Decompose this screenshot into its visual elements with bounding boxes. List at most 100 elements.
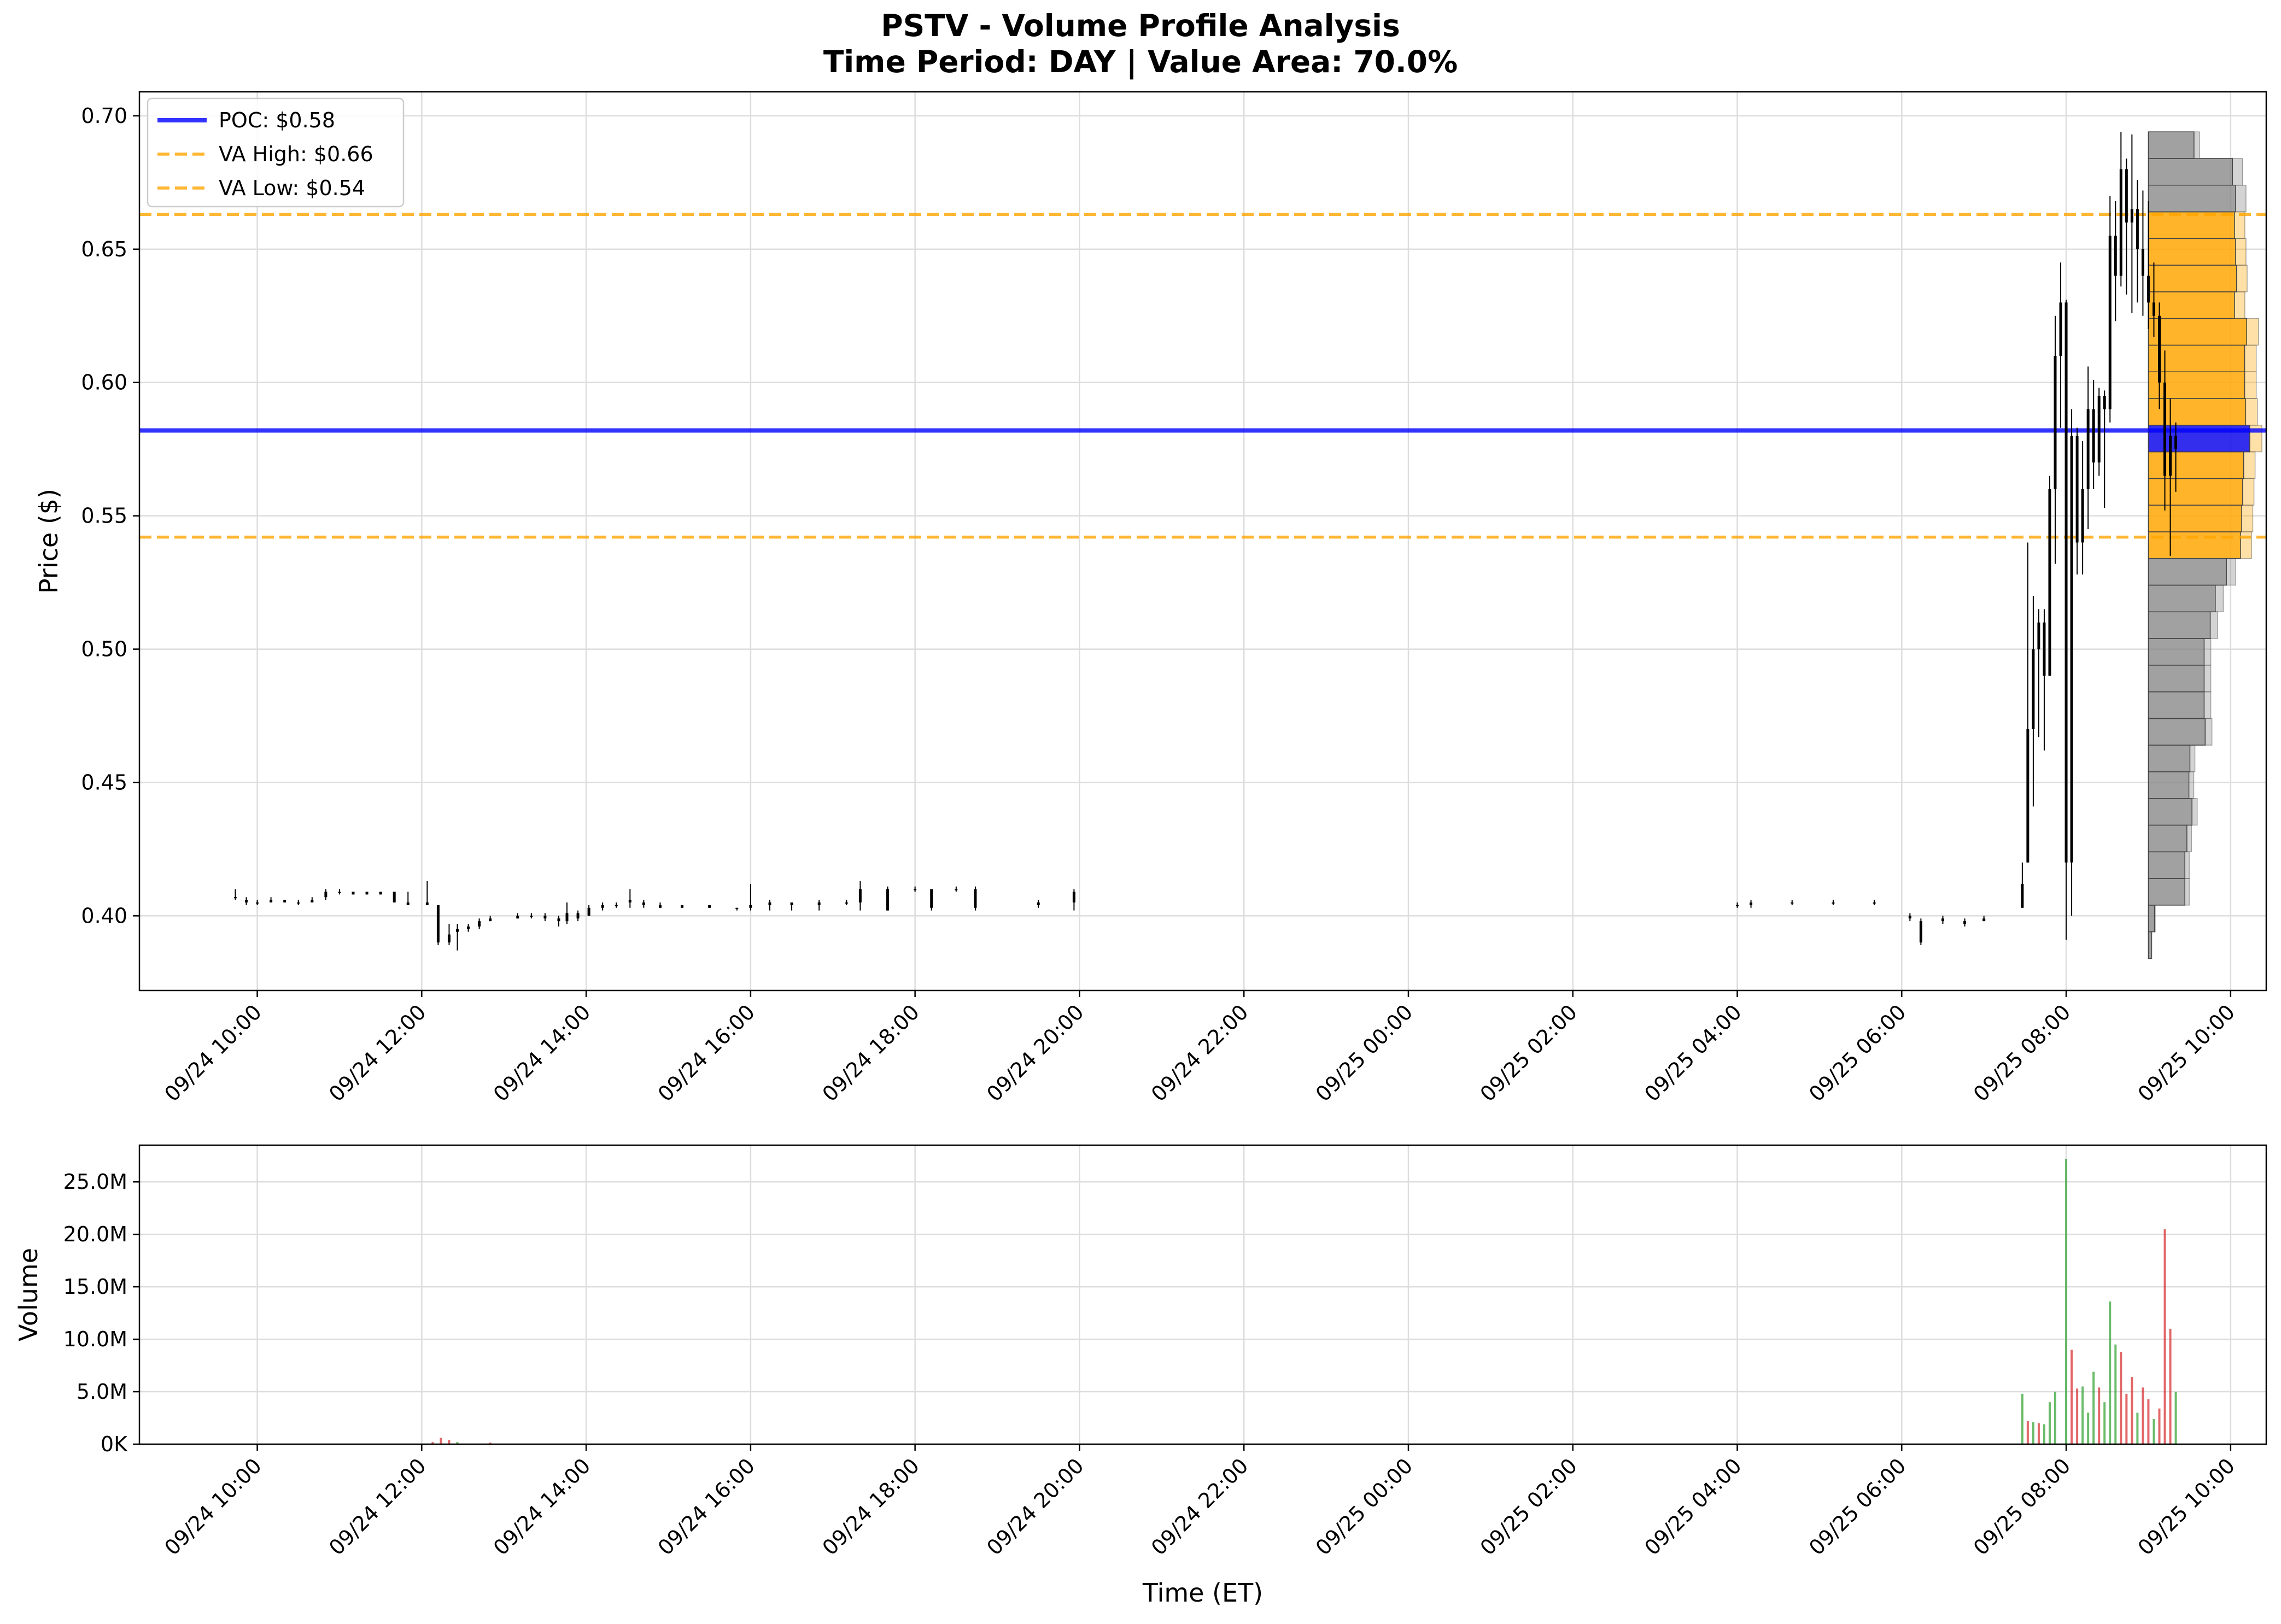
candle-body	[393, 892, 396, 903]
candle-body	[2163, 382, 2167, 476]
volume-bar	[2163, 1229, 2166, 1444]
candle-body	[587, 907, 590, 916]
volume-xtick-label: 09/24 12:00	[324, 1453, 431, 1560]
profile-bin-value_area	[2148, 398, 2247, 426]
volume-xtick-label: 09/24 18:00	[817, 1453, 924, 1560]
candle-body	[467, 926, 470, 929]
profile-bin-value_area	[2148, 371, 2245, 399]
price-xtick-label: 09/24 22:00	[1147, 1000, 1253, 1106]
volume-ytick-label: 0K	[101, 1432, 128, 1456]
candle-body	[2043, 622, 2046, 676]
price-ytick-label: 0.70	[81, 104, 127, 128]
volume-bar	[2081, 1386, 2084, 1444]
chart-title-line: PSTV - Volume Profile Analysis	[881, 8, 1400, 43]
volume-bar	[2114, 1344, 2117, 1444]
candle-body	[1873, 902, 1876, 904]
candle-body	[1919, 921, 1922, 943]
volume-ytick-label: 20.0M	[63, 1222, 127, 1246]
candle-body	[749, 905, 752, 908]
candle-body	[2059, 302, 2062, 356]
candle-body	[1736, 905, 1739, 906]
candle-body	[2103, 396, 2106, 409]
volume-ytick-label: 10.0M	[63, 1327, 127, 1351]
profile-bin-outside	[2148, 931, 2152, 959]
legend: POC: $0.58 VA High: $0.66 VA Low: $0.54	[147, 97, 405, 208]
candle-body	[790, 902, 793, 905]
legend-box	[147, 97, 405, 208]
volume-bar	[2054, 1392, 2057, 1444]
volume-plot-background	[139, 1145, 2266, 1444]
profile-bin-outside	[2148, 878, 2185, 906]
candle-body	[1941, 918, 1944, 922]
candle-body	[1072, 892, 1075, 903]
candle-body	[352, 892, 355, 895]
candle-body	[1908, 916, 1911, 919]
candle-body	[1791, 902, 1794, 904]
volume-xtick-label: 09/25 08:00	[1969, 1453, 2075, 1560]
price-plot-frame	[138, 91, 2267, 992]
volume-bar	[431, 1442, 434, 1444]
volume-bar	[2026, 1421, 2029, 1444]
candle-body	[338, 892, 341, 893]
volume-xtick-label: 09/25 06:00	[1804, 1453, 1911, 1560]
volume-xtick-label: 09/25 02:00	[1476, 1453, 1582, 1560]
profile-bin-value_area	[2148, 505, 2242, 532]
profile-bin-value_area	[2148, 265, 2237, 292]
profile-bin-outside	[2148, 824, 2188, 853]
volume-plot-frame	[138, 1144, 2267, 1445]
price-xtick-label: 09/24 10:00	[160, 1000, 266, 1106]
candle-body	[681, 905, 684, 908]
candle-body	[2021, 883, 2024, 908]
profile-bin-outside	[2148, 131, 2195, 159]
profile-bin-value_area	[2148, 238, 2236, 266]
profile-bin-outside	[2148, 744, 2191, 772]
candle-body	[817, 902, 821, 905]
candle-body	[543, 916, 547, 919]
volume-bar	[2076, 1388, 2079, 1444]
candle-body	[974, 889, 977, 908]
volume-bar	[2174, 1392, 2177, 1444]
volume-panel: 0K 5.0M 10.0M 15.0M 20.0M 25.0M 09/24 10:00 09/…	[14, 1144, 2267, 1608]
volume-bar	[2092, 1371, 2095, 1444]
candle-body	[930, 889, 933, 908]
candle-body	[576, 913, 580, 919]
candle-body	[2174, 436, 2178, 449]
volume-bar	[448, 1440, 451, 1444]
candle-body	[297, 902, 300, 904]
volume-bar	[456, 1442, 459, 1444]
candle-body	[489, 918, 492, 922]
candle-body	[2070, 436, 2073, 863]
volume-xtick-label: 09/25 04:00	[1640, 1453, 1746, 1560]
volume-bar	[440, 1438, 442, 1444]
candle-body	[955, 889, 958, 890]
candle-body	[478, 921, 481, 927]
volume-bar	[2158, 1408, 2161, 1444]
candle-body	[615, 905, 618, 906]
price-axis-label: Price ($)	[34, 489, 63, 594]
candle-body	[2081, 489, 2084, 543]
candle-body	[324, 892, 327, 898]
candle-body	[2147, 275, 2150, 303]
candle-body	[270, 900, 273, 903]
profile-bin-outside	[2148, 665, 2205, 693]
price-xtick-label: 09/25 00:00	[1311, 1000, 1418, 1106]
price-ytick-label: 0.55	[81, 504, 127, 528]
candle-body	[455, 929, 459, 932]
candle-body	[516, 916, 519, 919]
candle-body	[365, 892, 369, 895]
candle-body	[858, 889, 862, 903]
volume-xtick-label: 09/24 16:00	[653, 1453, 760, 1560]
price-ytick-label: 0.50	[81, 637, 127, 661]
volume-bar	[2125, 1393, 2128, 1444]
candle-body	[845, 902, 848, 904]
price-xtick-label: 09/25 10:00	[2133, 1000, 2240, 1106]
candle-body	[1832, 902, 1835, 904]
price-ytick-label: 0.65	[81, 237, 127, 261]
volume-xtick-label: 09/25 00:00	[1311, 1453, 1418, 1560]
candle-body	[2108, 236, 2112, 409]
candle-body	[2169, 436, 2172, 476]
candle-body	[245, 900, 248, 903]
candle-body	[1963, 921, 1967, 924]
volume-bar	[2037, 1423, 2040, 1444]
volume-xtick-label: 09/25 10:00	[2133, 1453, 2240, 1560]
